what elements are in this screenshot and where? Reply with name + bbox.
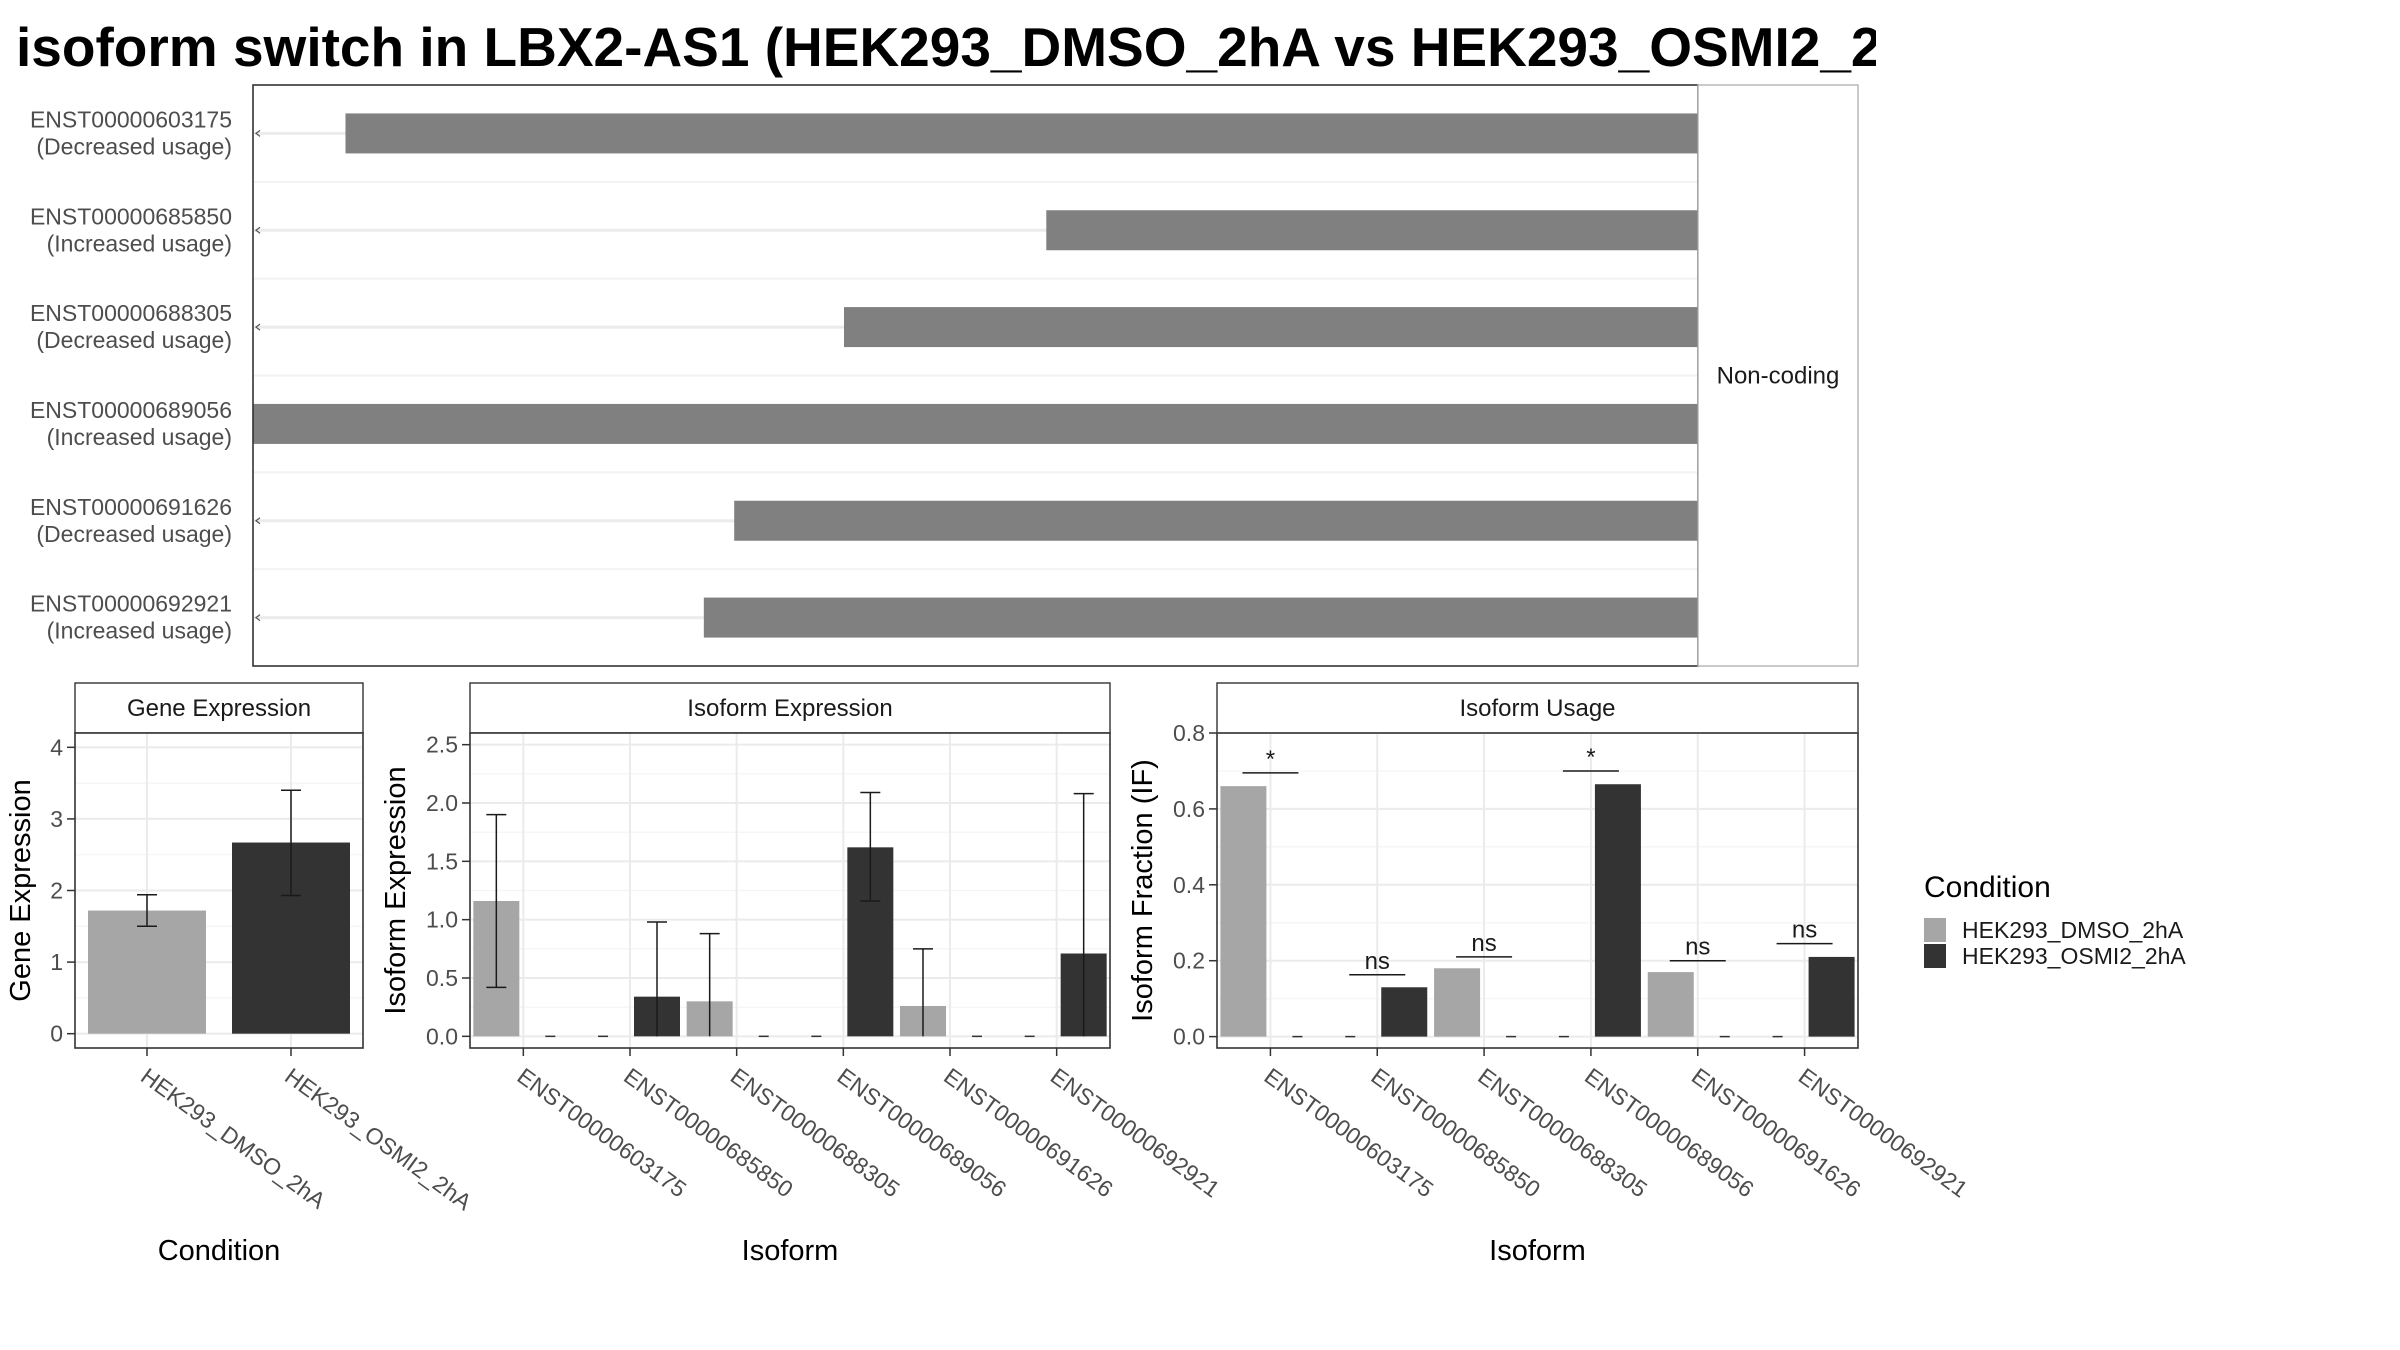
panel-border: [74, 732, 364, 1049]
data-bar: [1434, 968, 1481, 1037]
y-tick-label: 1: [50, 949, 63, 975]
transcript-exon-bar: [1046, 210, 1698, 251]
significance-label: *: [1266, 746, 1275, 773]
x-axis-title: Condition: [158, 1235, 281, 1267]
significance-label: ns: [1365, 948, 1390, 975]
strand-arrow-icon: [255, 517, 261, 525]
legend-swatch: [1924, 944, 1946, 968]
facet-strip-label: Non-coding: [1717, 363, 1840, 390]
facet-strip: [1216, 682, 1859, 734]
transcript-exon-bar: [253, 403, 1698, 444]
strand-arrow-icon: [255, 614, 261, 622]
y-tick-label: 2: [50, 878, 63, 904]
transcript-exon-bar: [844, 307, 1698, 348]
transcript-id-label: ENST00000692921: [30, 591, 232, 617]
y-tick-label: 0.6: [1173, 796, 1205, 822]
panel-title: Isoform Usage: [1459, 695, 1615, 722]
transcript-id-label: ENST00000685850: [30, 203, 232, 229]
significance-label: ns: [1471, 930, 1496, 957]
transcript-usage-label: (Increased usage): [47, 424, 232, 450]
y-tick-label: 0.4: [1173, 872, 1205, 898]
data-bar: [1220, 786, 1267, 1037]
strand-arrow-icon: [255, 323, 261, 331]
strand-arrow-icon: [255, 129, 261, 137]
legend-title: Condition: [1924, 871, 2051, 904]
y-axis-title: Gene Expression: [5, 779, 37, 1001]
strand-arrow-icon: [255, 226, 261, 234]
legend-label: HEK293_OSMI2_2hA: [1962, 943, 2186, 969]
y-tick-label: 0.5: [426, 965, 458, 991]
significance-label: ns: [1685, 934, 1710, 961]
y-axis-title: Isoform Fraction (IF): [1127, 759, 1159, 1022]
data-bar: [1647, 972, 1694, 1037]
legend-label: HEK293_DMSO_2hA: [1962, 917, 2184, 943]
panel-border: [469, 732, 1111, 1049]
significance-label: *: [1586, 744, 1595, 771]
data-bar: [88, 910, 206, 1034]
y-tick-label: 0: [50, 1021, 63, 1047]
transcript-id-label: ENST00000689056: [30, 397, 232, 423]
facet-strip: [74, 682, 364, 734]
x-axis-title: Isoform: [1489, 1235, 1586, 1267]
panel-title: Gene Expression: [127, 695, 311, 722]
panel-title: Isoform Expression: [687, 695, 892, 722]
y-tick-label: 0.0: [1173, 1024, 1205, 1050]
transcript-usage-label: (Decreased usage): [36, 521, 232, 547]
transcript-usage-label: (Increased usage): [47, 230, 232, 256]
legend-swatch: [1924, 918, 1946, 942]
y-tick-label: 2.0: [426, 790, 458, 816]
transcript-exon-bar: [703, 597, 1698, 638]
data-bar: [1808, 956, 1855, 1037]
figure-title: isoform switch in LBX2-AS1 (HEK293_DMSO_…: [16, 16, 1876, 78]
panel-bg: [1217, 733, 1858, 1048]
transcript-usage-label: (Decreased usage): [36, 327, 232, 353]
x-tick-label: ENST00000692921: [1794, 1063, 1973, 1203]
x-axis-title: Isoform: [742, 1235, 839, 1267]
transcript-exon-bar: [734, 500, 1698, 541]
y-tick-label: 4: [50, 734, 63, 760]
y-tick-label: 1.0: [426, 907, 458, 933]
data-bar: [1381, 987, 1428, 1037]
y-tick-label: 3: [50, 806, 63, 832]
transcript-id-label: ENST00000688305: [30, 300, 232, 326]
y-axis-title: Isoform Expression: [380, 766, 412, 1014]
panel-border: [1216, 732, 1859, 1049]
y-tick-label: 0.2: [1173, 948, 1205, 974]
x-tick-label: ENST00000692921: [1046, 1063, 1225, 1203]
transcript-exon-bar: [345, 113, 1699, 154]
transcript-id-label: ENST00000603175: [30, 106, 232, 132]
transcript-usage-label: (Decreased usage): [36, 133, 232, 159]
significance-label: ns: [1792, 917, 1817, 944]
transcript-usage-label: (Increased usage): [47, 618, 232, 644]
y-tick-label: 0.0: [426, 1023, 458, 1049]
y-tick-label: 2.5: [426, 732, 458, 758]
y-tick-label: 1.5: [426, 848, 458, 874]
facet-strip-right: [1697, 84, 1859, 667]
y-tick-label: 0.8: [1173, 720, 1205, 746]
data-bar: [1594, 784, 1641, 1037]
transcript-id-label: ENST00000691626: [30, 494, 232, 520]
